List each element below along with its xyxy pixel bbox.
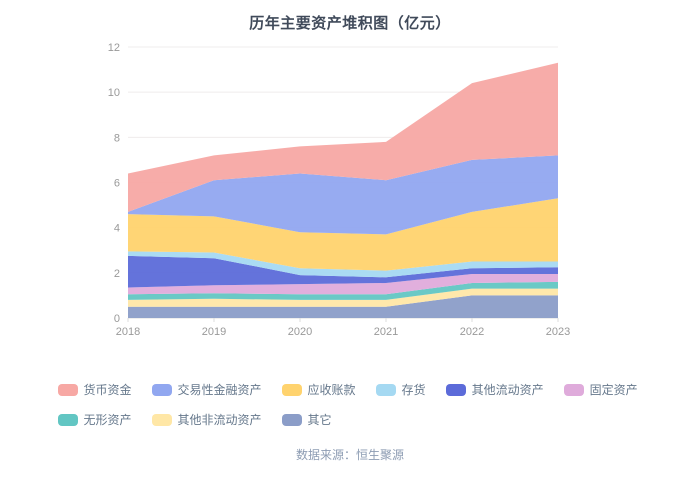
legend-item-应收账款[interactable]: 应收账款	[281, 381, 356, 398]
legend-swatch	[281, 413, 302, 426]
svg-text:2023: 2023	[546, 326, 570, 337]
legend-label: 货币资金	[83, 383, 132, 397]
svg-text:2022: 2022	[460, 326, 484, 337]
legend-label: 固定资产	[589, 383, 638, 397]
legend-item-固定资产[interactable]: 固定资产	[563, 381, 638, 398]
legend-swatch	[281, 383, 302, 396]
stacked-area-chart: 0 2 4 6 8 10 12 2018 2019 2020 2021 2022 2023	[108, 42, 570, 337]
page-title: 历年主要资产堆积图（亿元）	[249, 15, 451, 32]
legend-item-无形资产[interactable]: 无形资产	[57, 411, 132, 428]
legend-item-其他非流动资产[interactable]: 其他非流动资产	[151, 411, 262, 428]
svg-text:2021: 2021	[374, 326, 398, 337]
svg-text:2018: 2018	[116, 326, 140, 337]
chart-legend: 货币资金 交易性金融资产 应收账款 存货 其他流动资产 固定资产无形资产 其他非流动资产 其它	[57, 381, 643, 428]
legend-swatch	[151, 383, 172, 396]
legend-label: 其他非流动资产	[177, 413, 262, 427]
legend-swatch	[57, 383, 78, 396]
legend-label: 存货	[401, 383, 426, 397]
svg-text:2: 2	[114, 268, 120, 280]
legend-label: 其它	[307, 413, 332, 427]
legend-item-交易性金融资产[interactable]: 交易性金融资产	[151, 381, 262, 398]
svg-text:10: 10	[108, 87, 120, 99]
data-source: 数据来源：恒生聚源	[295, 448, 404, 462]
legend-label: 交易性金融资产	[177, 383, 262, 397]
svg-text:4: 4	[114, 223, 120, 235]
legend-item-其它[interactable]: 其它	[281, 411, 332, 428]
svg-text:0: 0	[114, 313, 120, 325]
legend-item-货币资金[interactable]: 货币资金	[57, 381, 132, 398]
legend-label: 无形资产	[83, 413, 132, 427]
svg-text:2019: 2019	[202, 326, 226, 337]
legend-item-其他流动资产[interactable]: 其他流动资产	[445, 381, 544, 398]
svg-text:12: 12	[108, 42, 120, 54]
legend-label: 其他流动资产	[471, 383, 544, 397]
legend-swatch	[151, 413, 172, 426]
legend-swatch	[375, 383, 396, 396]
svg-text:6: 6	[114, 178, 120, 190]
legend-label: 应收账款	[307, 383, 356, 397]
legend-swatch	[57, 413, 78, 426]
legend-swatch	[563, 383, 584, 396]
legend-swatch	[445, 383, 466, 396]
svg-text:2020: 2020	[288, 326, 312, 337]
svg-text:8: 8	[114, 132, 120, 144]
legend-item-存货[interactable]: 存货	[375, 381, 426, 398]
